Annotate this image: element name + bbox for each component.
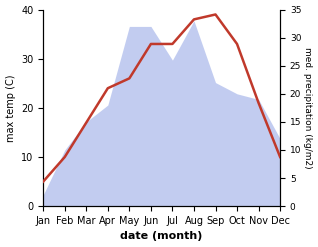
Y-axis label: med. precipitation (kg/m2): med. precipitation (kg/m2) bbox=[303, 47, 313, 169]
X-axis label: date (month): date (month) bbox=[121, 231, 203, 242]
Y-axis label: max temp (C): max temp (C) bbox=[5, 74, 16, 142]
